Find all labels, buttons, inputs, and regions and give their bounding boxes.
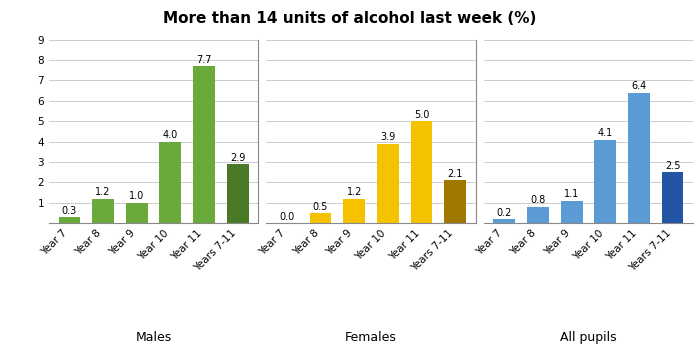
Bar xyxy=(444,180,466,223)
Bar xyxy=(343,199,365,223)
Bar xyxy=(309,213,332,223)
Bar xyxy=(561,201,582,223)
Text: 0.5: 0.5 xyxy=(313,202,328,212)
Text: More than 14 units of alcohol last week (%): More than 14 units of alcohol last week … xyxy=(163,11,537,26)
Text: 2.9: 2.9 xyxy=(230,153,245,163)
Text: Females: Females xyxy=(345,330,397,343)
Text: 1.0: 1.0 xyxy=(129,192,144,201)
Bar xyxy=(410,121,433,223)
Text: 2.1: 2.1 xyxy=(447,169,463,179)
Text: 2.5: 2.5 xyxy=(665,161,680,171)
Bar xyxy=(662,172,683,223)
Text: 3.9: 3.9 xyxy=(380,132,395,142)
Text: Males: Males xyxy=(135,330,172,343)
Bar xyxy=(59,217,80,223)
Text: 1.1: 1.1 xyxy=(564,189,580,199)
Bar xyxy=(377,144,399,223)
Text: 1.2: 1.2 xyxy=(346,187,362,197)
Bar xyxy=(193,66,215,223)
Text: 0.3: 0.3 xyxy=(62,206,77,216)
Text: 4.1: 4.1 xyxy=(598,128,613,138)
Bar xyxy=(126,203,148,223)
Bar xyxy=(160,141,181,223)
Text: 5.0: 5.0 xyxy=(414,110,429,120)
Text: 4.0: 4.0 xyxy=(162,130,178,140)
Text: 0.0: 0.0 xyxy=(279,212,295,222)
Bar xyxy=(494,219,515,223)
Text: 0.8: 0.8 xyxy=(531,195,545,206)
Text: 1.2: 1.2 xyxy=(95,187,111,197)
Bar xyxy=(92,199,114,223)
Text: All pupils: All pupils xyxy=(560,330,617,343)
Bar xyxy=(594,140,616,223)
Bar xyxy=(527,207,549,223)
Text: 0.2: 0.2 xyxy=(497,208,512,218)
Bar xyxy=(628,93,650,223)
Bar xyxy=(227,164,248,223)
Text: 6.4: 6.4 xyxy=(631,81,647,91)
Text: 7.7: 7.7 xyxy=(196,55,212,65)
